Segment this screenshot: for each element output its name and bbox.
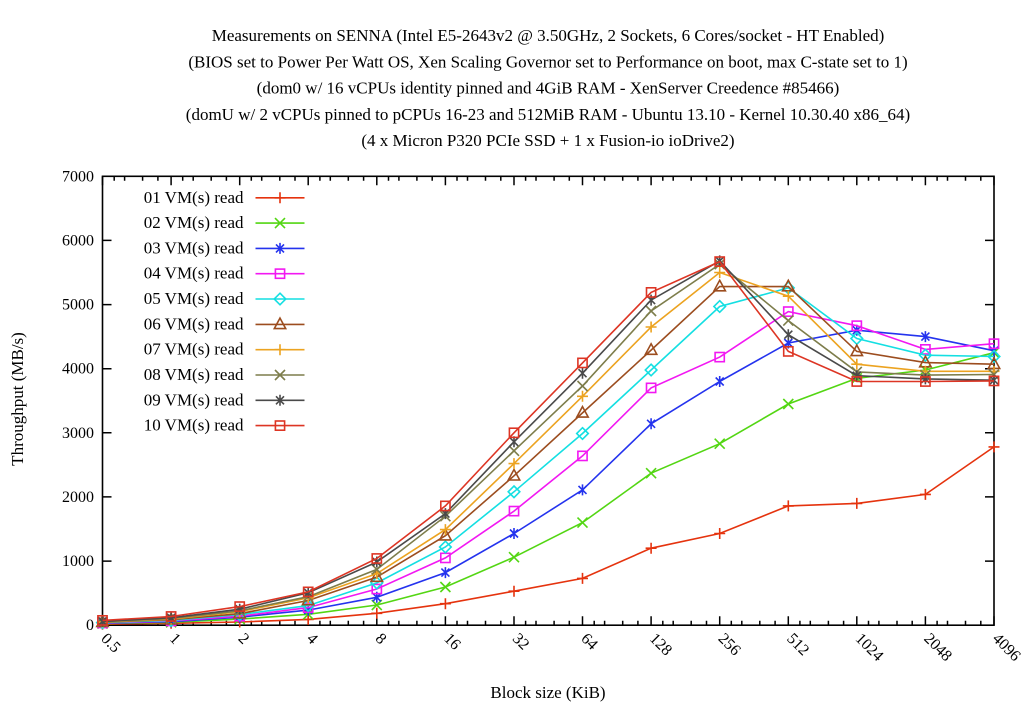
svg-text:10 VM(s) read: 10 VM(s) read: [144, 416, 244, 435]
svg-text:(BIOS set to Power Per Watt OS: (BIOS set to Power Per Watt OS, Xen Scal…: [188, 52, 907, 71]
svg-text:(dom0 w/ 16 vCPUs identity pin: (dom0 w/ 16 vCPUs identity pinned and 4G…: [257, 79, 840, 98]
svg-text:1000: 1000: [62, 553, 94, 570]
svg-text:(domU w/ 2 vCPUs pinned to pCP: (domU w/ 2 vCPUs pinned to pCPUs 16-23 a…: [186, 105, 910, 124]
svg-text:Throughput (MB/s): Throughput (MB/s): [8, 332, 27, 466]
svg-text:04 VM(s) read: 04 VM(s) read: [144, 264, 244, 283]
svg-text:07 VM(s) read: 07 VM(s) read: [144, 340, 244, 359]
svg-text:01 VM(s) read: 01 VM(s) read: [144, 188, 244, 207]
svg-text:06 VM(s) read: 06 VM(s) read: [144, 314, 244, 333]
svg-text:4000: 4000: [62, 361, 94, 378]
svg-text:08 VM(s) read: 08 VM(s) read: [144, 365, 244, 384]
svg-text:6000: 6000: [62, 232, 94, 249]
svg-text:5000: 5000: [62, 297, 94, 314]
svg-text:(4 x Micron P320 PCIe SSD + 1: (4 x Micron P320 PCIe SSD + 1 x Fusion-i…: [361, 131, 734, 150]
svg-text:Measurements on SENNA (Intel E: Measurements on SENNA (Intel E5-2643v2 @…: [212, 26, 885, 45]
svg-text:2000: 2000: [62, 489, 94, 506]
svg-text:0: 0: [86, 617, 94, 634]
svg-text:03 VM(s) read: 03 VM(s) read: [144, 238, 244, 257]
svg-text:Block size (KiB): Block size (KiB): [490, 683, 605, 702]
svg-text:09 VM(s) read: 09 VM(s) read: [144, 390, 244, 409]
svg-text:02 VM(s) read: 02 VM(s) read: [144, 213, 244, 232]
svg-text:7000: 7000: [62, 168, 94, 185]
svg-text:05 VM(s) read: 05 VM(s) read: [144, 289, 244, 308]
svg-text:3000: 3000: [62, 425, 94, 442]
